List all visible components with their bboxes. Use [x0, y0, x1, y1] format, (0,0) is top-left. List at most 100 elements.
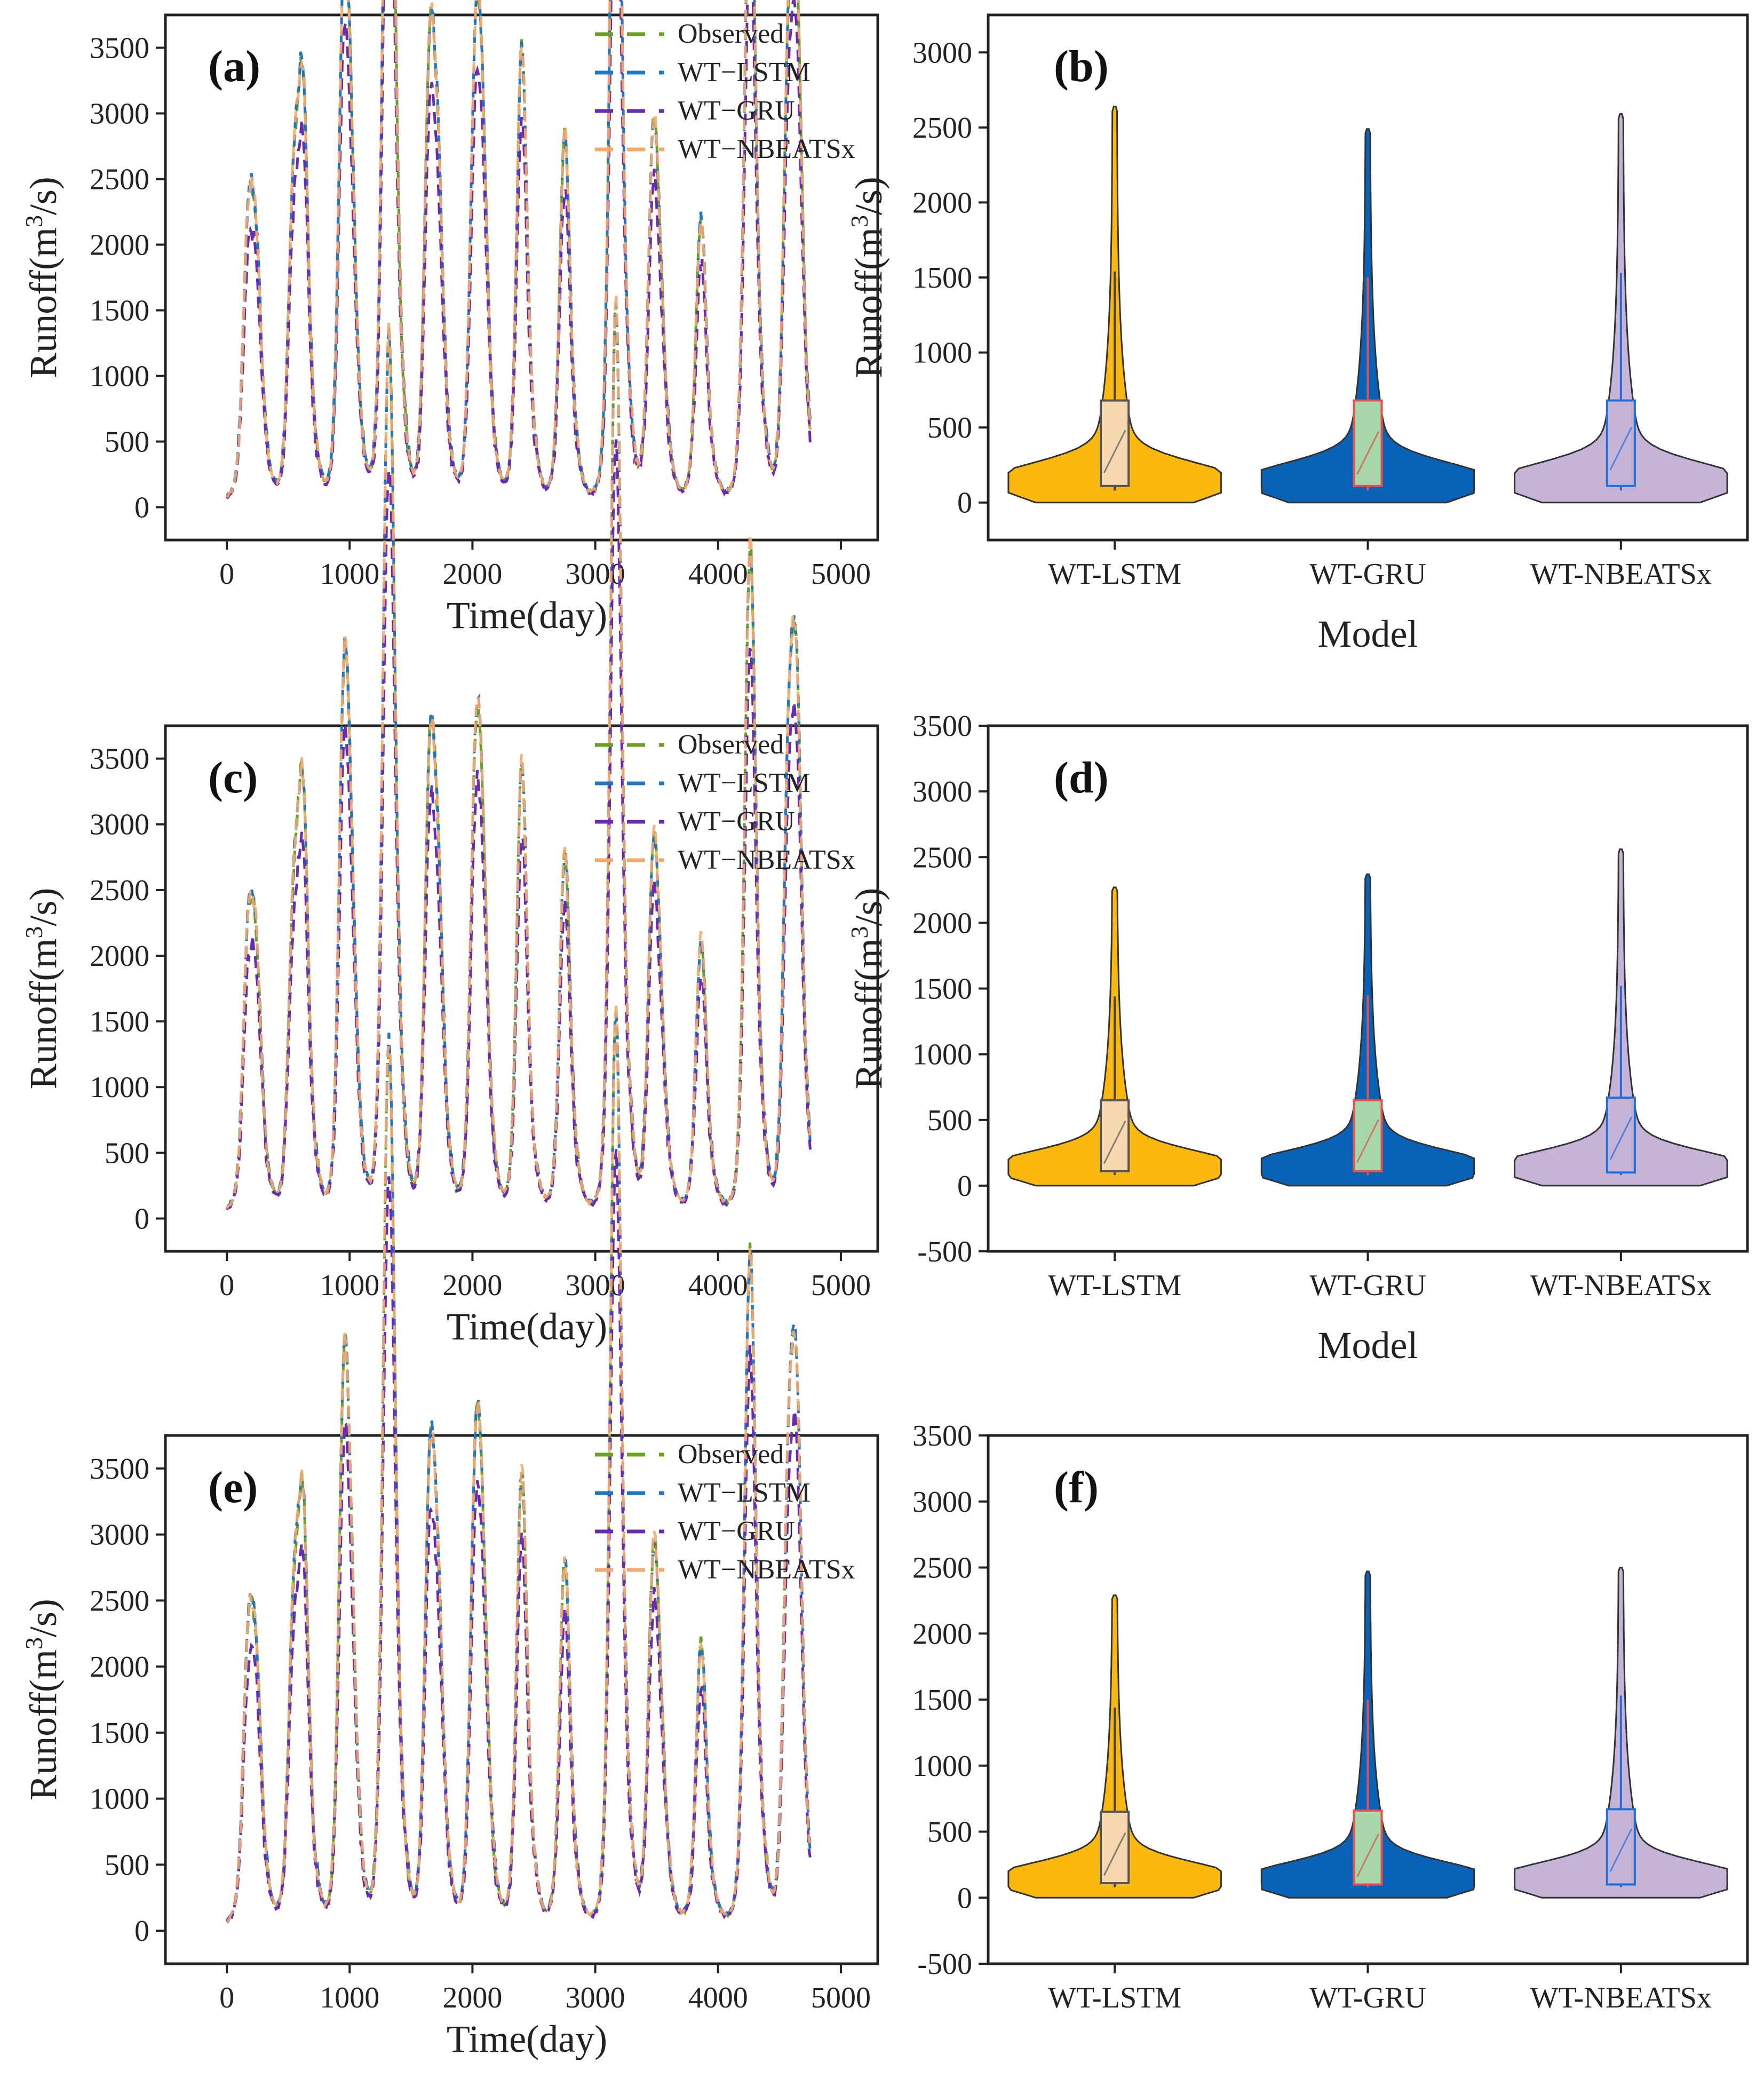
- x-tick-label: 5000: [811, 1981, 871, 2014]
- y-label-base: Runoff(m: [22, 939, 65, 1090]
- box-2: [1606, 1096, 1636, 1174]
- x-axis-label: Time(day): [447, 2018, 607, 2060]
- y-axis-label: Runoff(m3/s): [846, 177, 890, 378]
- y-label-tail: /s): [847, 177, 890, 215]
- y-label-sup: 3: [846, 215, 873, 227]
- y-tick-label: 3000: [912, 1486, 972, 1519]
- category-label: WT-GRU: [1309, 1981, 1426, 2014]
- category-label: WT-LSTM: [1048, 558, 1181, 591]
- legend-label-2: WT−GRU: [678, 806, 795, 837]
- x-tick-label: 4000: [688, 1981, 748, 2014]
- y-tick-label: 500: [927, 411, 972, 445]
- y-tick-label: 2000: [912, 1617, 972, 1650]
- x-tick-label: 4000: [688, 1269, 748, 1302]
- y-tick-label: -500: [917, 1235, 972, 1268]
- median-mark-2: [1609, 426, 1633, 471]
- violin-chart-1: 0 500 1000 1500 2000 2500 3000 WT-LSTM WT-GRU WT-…: [912, 13, 1749, 655]
- y-tick-label: 2500: [912, 1552, 972, 1585]
- plot-frame: [164, 1434, 879, 1965]
- series-line-3: [225, 293, 812, 1209]
- box-2: [1606, 399, 1636, 487]
- y-tick-label: 2500: [90, 163, 149, 196]
- x-tick-label: 4000: [688, 558, 748, 591]
- legend-label-0: Observed: [678, 729, 784, 760]
- x-tick-label: 3000: [566, 1269, 625, 1302]
- category-label: WT-LSTM: [1048, 1269, 1181, 1302]
- y-tick-label: 1500: [90, 1717, 149, 1750]
- median-mark-0: [1103, 1120, 1126, 1164]
- x-tick-label: 0: [219, 1269, 234, 1302]
- y-tick-label: 2500: [90, 874, 149, 907]
- category-label: WT-NBEATSx: [1530, 558, 1712, 591]
- y-tick-label: 3000: [90, 98, 149, 131]
- series-line-3: [226, 1003, 812, 1922]
- y-tick-label: 3500: [90, 32, 149, 65]
- y-axis-label: Runoff(m3/s): [846, 888, 890, 1090]
- median-mark-2: [1609, 1116, 1633, 1160]
- y-tick-label: 2500: [912, 841, 972, 874]
- legend-label-3: WT−NBEATSx: [678, 845, 855, 875]
- y-tick-label: 2500: [90, 1584, 149, 1617]
- category-label: WT-GRU: [1309, 1269, 1426, 1302]
- y-tick-label: 0: [134, 491, 149, 525]
- y-tick-label: 2000: [90, 1650, 149, 1684]
- legend-label-3: WT−NBEATSx: [678, 134, 855, 164]
- x-tick-label: 3000: [566, 558, 625, 591]
- y-label-base: Runoff(m: [847, 227, 890, 378]
- plot-frame: [164, 13, 879, 542]
- x-tick-label: 2000: [442, 1269, 502, 1302]
- y-tick-label: 500: [105, 426, 149, 459]
- y-tick-label: 0: [134, 1915, 149, 1948]
- y-tick-label: 0: [957, 1170, 972, 1203]
- y-axis-label: Runoff(m3/s): [20, 888, 65, 1090]
- line-chart-4: 0 500 1000 1500 2000 2500 3000 3500 0 1000 2000 300…: [90, 1003, 879, 2060]
- x-tick-label: 1000: [320, 558, 379, 591]
- y-label-sup: 3: [20, 926, 47, 939]
- median-mark-0: [1103, 430, 1126, 473]
- panel-label: (d): [1054, 753, 1109, 803]
- x-tick-label: 3000: [566, 1981, 625, 2014]
- box-0: [1100, 1099, 1130, 1172]
- y-tick-label: 2000: [912, 186, 972, 219]
- x-tick-label: 2000: [442, 1981, 502, 2014]
- y-label-sup: 3: [20, 215, 47, 227]
- x-tick-label: 5000: [811, 558, 871, 591]
- y-tick-label: 1500: [912, 261, 972, 295]
- x-axis-label: Time(day): [447, 1305, 607, 1348]
- x-tick-label: 2000: [442, 558, 502, 591]
- legend-label-2: WT−GRU: [678, 96, 795, 126]
- box-2: [1606, 1808, 1636, 1886]
- median-mark-0: [1103, 1832, 1126, 1876]
- legend-label-0: Observed: [678, 19, 784, 49]
- y-tick-label: 1000: [912, 1750, 972, 1783]
- median-mark-1: [1356, 1834, 1379, 1877]
- median-mark-2: [1609, 1828, 1633, 1872]
- series-line-0: [225, 1019, 812, 1922]
- x-tick-label: 0: [219, 1981, 234, 2014]
- y-tick-label: 3000: [912, 775, 972, 808]
- legend-label-1: WT−LSTM: [678, 768, 811, 798]
- y-tick-label: 1500: [912, 973, 972, 1006]
- panel-label: (f): [1054, 1463, 1099, 1512]
- category-label: WT-GRU: [1309, 558, 1426, 591]
- y-tick-label: 3500: [90, 743, 149, 776]
- legend-label-3: WT−NBEATSx: [678, 1554, 855, 1585]
- y-tick-label: 2000: [90, 229, 149, 262]
- y-tick-label: 1500: [90, 295, 149, 328]
- y-tick-label: 0: [957, 1882, 972, 1915]
- y-label-tail: /s): [847, 888, 890, 926]
- x-tick-label: 1000: [320, 1981, 379, 2014]
- legend-label-1: WT−LSTM: [678, 57, 811, 88]
- series-line-3: [226, 0, 812, 498]
- legend-label-2: WT−GRU: [678, 1516, 795, 1546]
- y-tick-label: 2000: [90, 940, 149, 973]
- y-tick-label: 3500: [912, 710, 972, 743]
- y-tick-label: 500: [105, 1848, 149, 1882]
- y-label-base: Runoff(m: [847, 939, 890, 1090]
- y-tick-label: 2000: [912, 907, 972, 940]
- violin-chart-5: -500 0 500 1000 1500 2000 2500 3000 3500 WT-LSTM W…: [912, 1419, 1749, 2014]
- box-0: [1100, 399, 1130, 487]
- y-axis-label: Runoff(m3/s): [20, 177, 65, 378]
